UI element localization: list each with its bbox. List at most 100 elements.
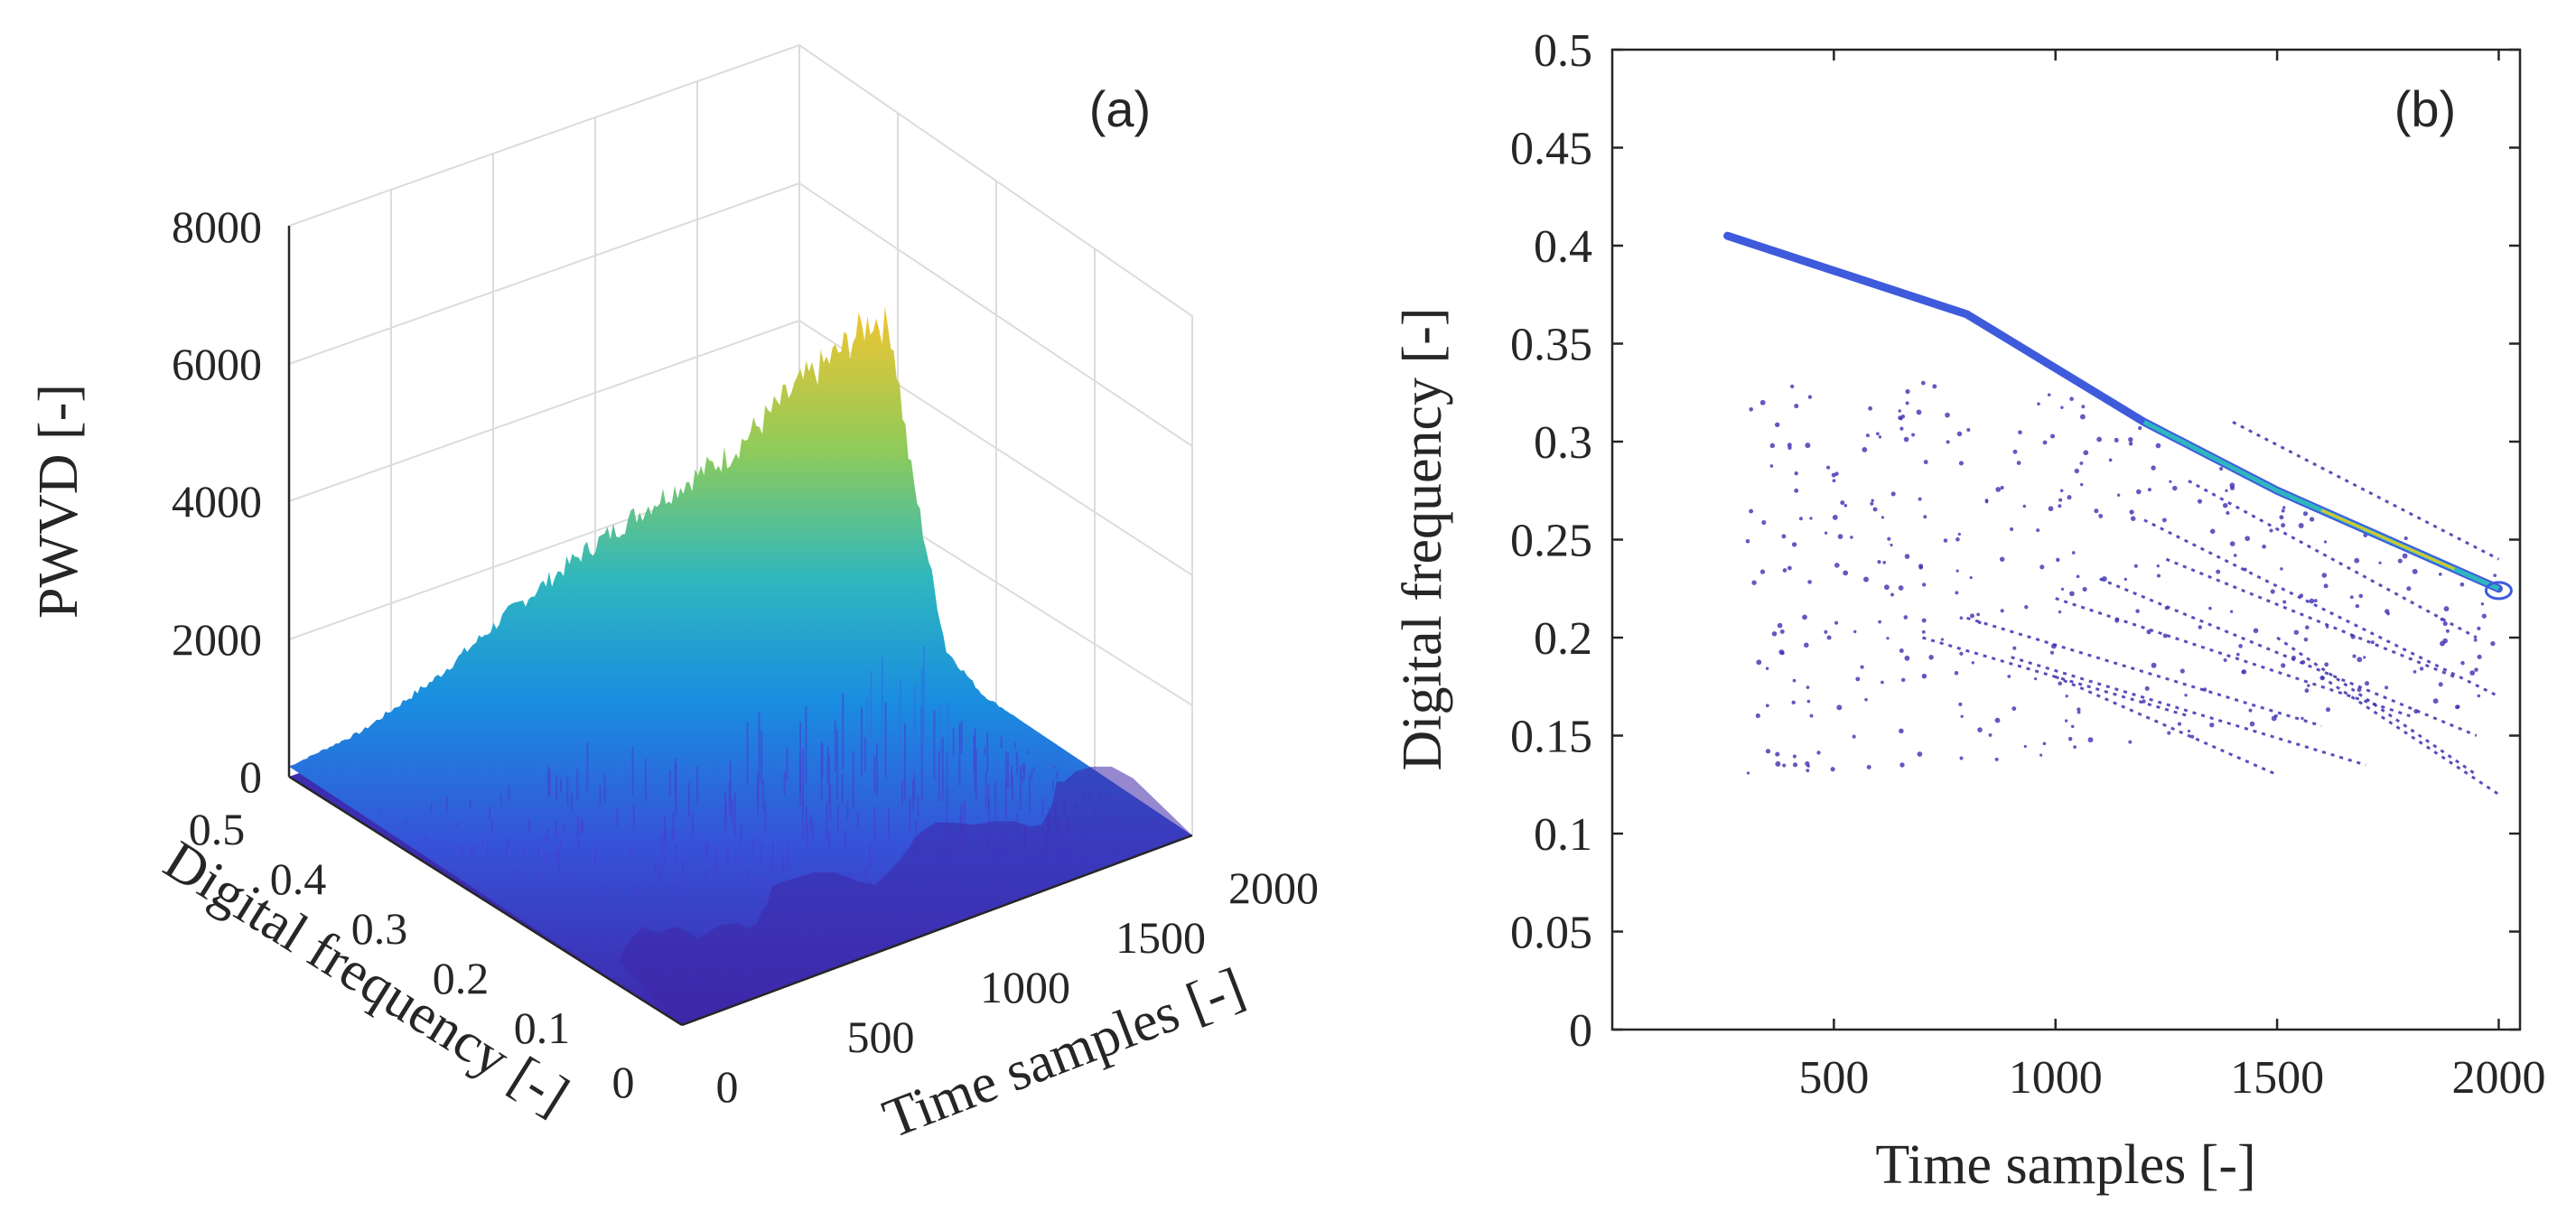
contour-dot <box>1900 677 1906 683</box>
contour-dot <box>1995 487 2002 492</box>
freq-tick-label: 0.3 <box>351 903 408 954</box>
contour-dot <box>2077 710 2081 714</box>
contour-dot <box>1840 500 1845 506</box>
contour-dot <box>1943 538 1948 543</box>
contour-dot <box>2352 654 2357 658</box>
contour-dot <box>2269 528 2273 533</box>
contour-dot <box>2081 405 2086 409</box>
contour-dot <box>2397 558 2403 564</box>
freq-axis-line <box>288 775 683 1027</box>
contour-dot <box>1988 732 1993 737</box>
contour-dot <box>1959 616 1964 620</box>
contour-dot <box>2413 709 2419 714</box>
contour-dot <box>1999 556 2005 562</box>
contour-dot <box>1780 650 1785 656</box>
contour-dot <box>1928 655 1934 660</box>
left-wall-grid-z <box>288 182 800 365</box>
contour-dot <box>2281 663 2286 668</box>
time-tick-label: 0 <box>716 1061 739 1112</box>
contour-dot <box>2151 662 2157 668</box>
contour-dot <box>1777 622 1783 629</box>
contour-dot <box>2225 489 2228 492</box>
contour-dot <box>2060 587 2065 592</box>
contour-dot <box>1898 585 1904 591</box>
contour-dot <box>2079 414 2086 420</box>
contour-dot <box>1791 542 1797 547</box>
contour-dot <box>2406 586 2412 592</box>
y-tick-label: 0.45 <box>1510 124 1592 175</box>
contour-dot <box>1904 554 1910 559</box>
contour-dot <box>1976 612 1980 617</box>
z-tick-label: 6000 <box>172 339 262 389</box>
contour-dot <box>1905 388 1910 395</box>
contour-dot <box>2474 667 2478 672</box>
contour-dot <box>2209 723 2215 728</box>
y-tick-label: 0 <box>1569 1005 1592 1057</box>
contour-dot <box>1774 422 1780 428</box>
contour-dot <box>2209 528 2216 535</box>
contour-dot <box>2229 610 2234 613</box>
contour-dot <box>2047 393 2051 396</box>
contour-dot <box>2108 458 2113 462</box>
contour-dot <box>2493 573 2497 578</box>
contour-dot <box>1890 543 1893 547</box>
contour-dot <box>1771 631 1778 637</box>
contour-dot <box>1832 479 1836 483</box>
contour-dot <box>2235 652 2240 657</box>
contour-dot <box>2187 729 2191 733</box>
contour-dot <box>2033 676 2038 681</box>
contour-dot <box>2325 707 2331 713</box>
contour-dot <box>2301 716 2304 721</box>
contour-dot <box>1932 384 1937 389</box>
contour-dot <box>2358 593 2364 599</box>
contour-dot <box>1984 499 1989 502</box>
contour-dot <box>2056 557 2060 563</box>
contour-dot <box>1852 734 1856 739</box>
contour-dot <box>1899 416 1903 421</box>
contour-dot <box>2307 684 2310 687</box>
contour-dot <box>2060 406 2064 410</box>
z-tick-labels: 0 2000 4000 6000 8000 <box>172 201 262 802</box>
contour-dot <box>1969 575 1973 580</box>
contour-dot <box>2042 440 2048 445</box>
contour-dot <box>1955 536 1960 542</box>
contour-dot <box>1809 713 1814 718</box>
panel-b-label: (b) <box>2394 80 2456 137</box>
contour-dot <box>1824 531 1828 535</box>
contour-dot <box>2162 633 2168 639</box>
contour-dot <box>1779 629 1785 634</box>
ridge-hot <box>2320 508 2456 571</box>
contour-dot <box>1826 635 1832 640</box>
contour-dot <box>2216 569 2221 574</box>
contour-dot <box>2319 675 2325 681</box>
contour-dot <box>1794 404 1799 409</box>
contour-dot <box>2048 506 2054 512</box>
contour-dot <box>2357 687 2362 693</box>
secondary-contour-line <box>2011 656 2366 767</box>
contour-dot <box>2403 536 2408 541</box>
contour-dot <box>2000 485 2004 490</box>
contour-dot <box>1853 629 1857 634</box>
contour-dot <box>1745 538 1750 544</box>
contour-dot <box>1994 757 1999 761</box>
z-tick-label: 0 <box>239 751 262 802</box>
panel-a-axes <box>287 226 1193 1027</box>
contour-dot <box>1791 700 1796 705</box>
contour-dot <box>2073 745 2077 749</box>
contour-dot <box>2349 595 2354 600</box>
contour-dot <box>2480 602 2485 606</box>
contour-dot <box>2076 574 2080 579</box>
contour-dot <box>1787 445 1792 451</box>
contour-dot <box>2325 625 2329 629</box>
contour-dot <box>2355 603 2360 609</box>
main-ridge-contour <box>1723 231 2513 601</box>
contour-dot <box>2262 544 2266 549</box>
secondary-contour-line <box>2165 557 2455 678</box>
contour-dot <box>1921 583 1927 587</box>
contour-dot <box>2223 658 2227 662</box>
contour-dot <box>2155 443 2161 449</box>
contour-dot <box>2208 606 2212 611</box>
contour-dot <box>2058 498 2063 502</box>
contour-dot <box>2101 576 2107 582</box>
contour-dot <box>2226 510 2230 516</box>
